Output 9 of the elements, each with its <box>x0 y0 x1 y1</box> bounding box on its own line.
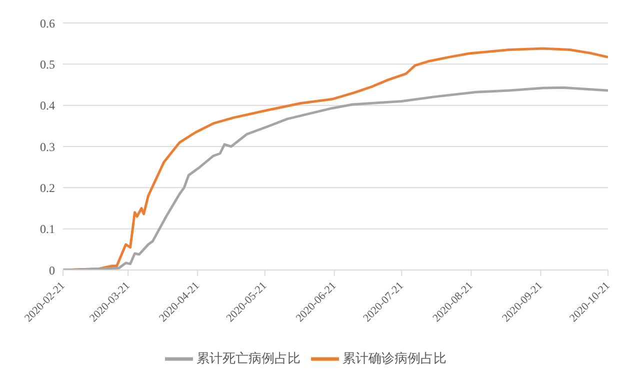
y-tick-label: 0.4 <box>40 98 55 113</box>
y-tick-label: 0.1 <box>40 222 55 236</box>
y-tick-label: 0.6 <box>40 16 55 30</box>
legend-label: 累计死亡病例占比 <box>196 352 300 367</box>
y-tick-label: 0.3 <box>40 140 55 154</box>
y-tick-label: 0 <box>49 263 55 278</box>
legend-label: 累计确诊病例占比 <box>342 352 446 367</box>
y-tick-label: 0.5 <box>40 57 55 72</box>
y-tick-label: 0.2 <box>40 180 55 195</box>
